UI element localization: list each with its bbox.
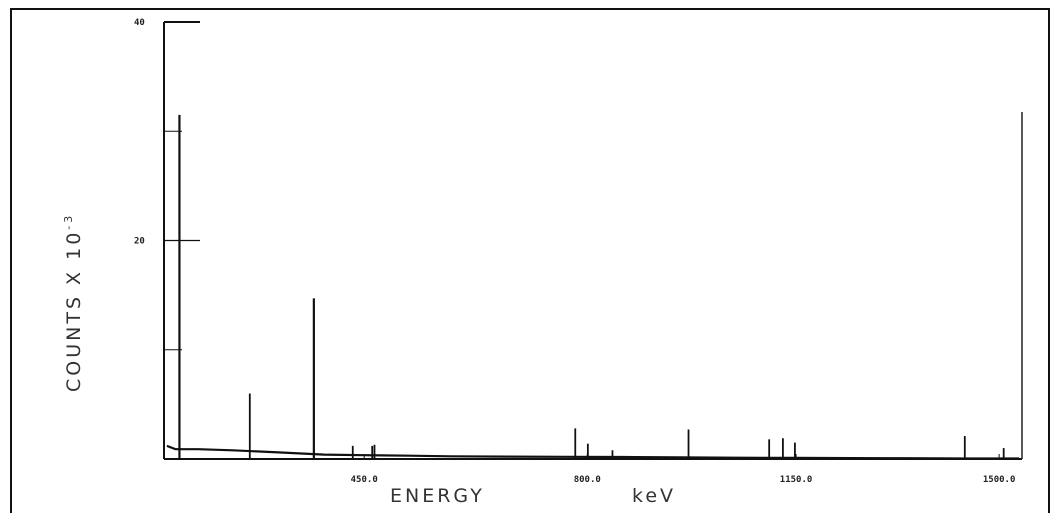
x-tick-label: 450.0 [351, 475, 378, 485]
chart-labels: ENERGY keV COUNTS X 10-3 20 40 450.0 800.0 1… [62, 18, 1015, 507]
spectrum-continuum-line [166, 444, 1020, 460]
x-axis-label: ENERGY [390, 485, 485, 507]
x-tick-label: 1500.0 [983, 475, 1016, 485]
chart-marks [166, 114, 1020, 460]
y-axis-label-exponent: -3 [62, 213, 75, 230]
x-axis-unit: keV [632, 485, 676, 507]
y-axis-label-text: COUNTS X 10 [63, 230, 85, 392]
y-axis-label-group: COUNTS X 10-3 [62, 213, 85, 392]
x-tick-label: 1150.0 [780, 475, 813, 485]
x-tick-label: 800.0 [574, 475, 601, 485]
y-tick-label: 20 [134, 237, 145, 247]
y-axis-label: COUNTS X 10-3 [62, 213, 85, 392]
chart-axes [163, 21, 1023, 460]
figure-frame [10, 8, 1050, 513]
y-tick-label: 40 [134, 18, 145, 28]
